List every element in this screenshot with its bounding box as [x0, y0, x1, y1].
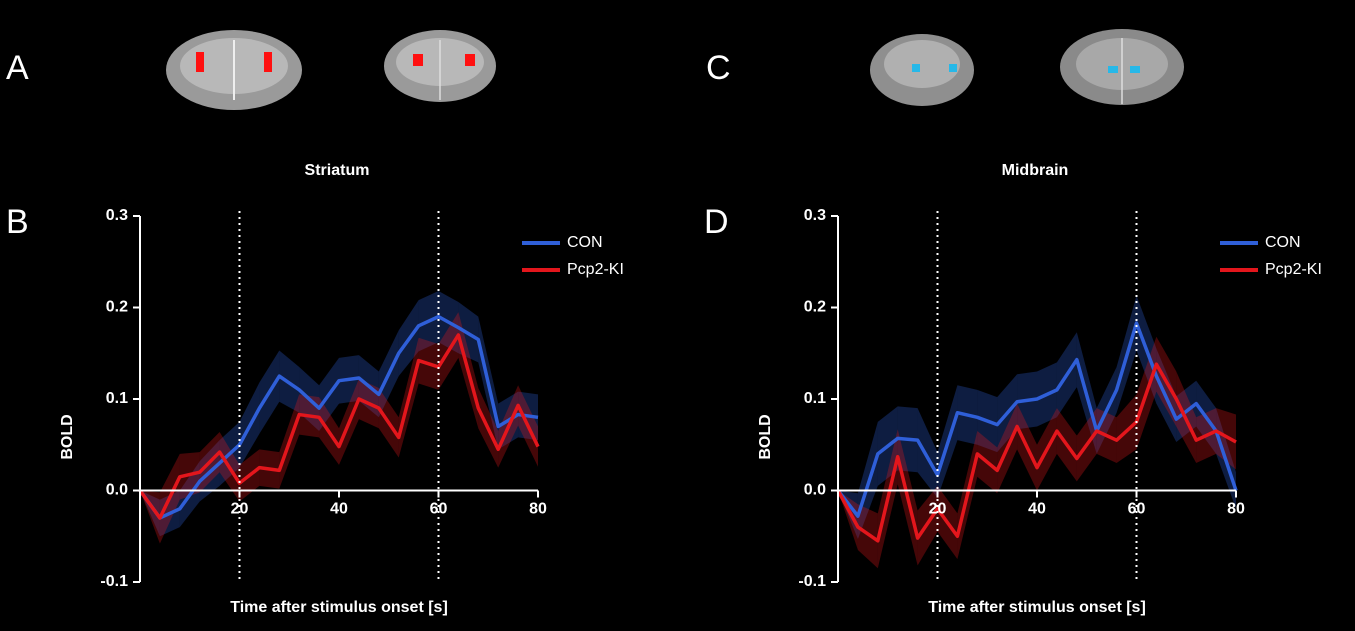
y-tick-label: 0.2	[106, 299, 128, 316]
y-axis-label: BOLD	[59, 414, 76, 459]
figure: A C B Striatum BOLD Time after stimulus ons…	[0, 0, 1355, 631]
legend-label: Pcp2-KI	[1265, 261, 1322, 278]
x-tick-label: 60	[1128, 501, 1146, 518]
brain-slice	[384, 30, 496, 102]
brain-slice	[166, 30, 302, 110]
y-tick-label: 0.1	[106, 390, 128, 407]
y-tick-label: -0.1	[798, 573, 826, 590]
y-tick-label: -0.1	[100, 573, 128, 590]
chart-title: Striatum	[305, 162, 370, 179]
error-band	[918, 408, 938, 498]
error-band	[858, 504, 878, 568]
y-tick-label: 0.3	[804, 207, 826, 224]
x-tick-label: 20	[929, 501, 947, 518]
legend-label: CON	[567, 234, 603, 251]
x-tick-label: 80	[529, 501, 547, 518]
y-tick-label: 0.1	[804, 390, 826, 407]
panel-label: C	[706, 49, 731, 87]
x-tick-label: 20	[231, 501, 249, 518]
x-axis-label: Time after stimulus onset [s]	[230, 599, 448, 616]
chart-title: Midbrain	[1002, 162, 1069, 179]
error-band	[140, 491, 160, 544]
x-tick-label: 40	[1028, 501, 1046, 518]
legend-label: CON	[1265, 234, 1301, 251]
x-tick-label: 80	[1227, 501, 1245, 518]
x-tick-label: 60	[430, 501, 448, 518]
y-tick-label: 0.0	[106, 482, 128, 499]
panel-label: D	[704, 203, 729, 241]
y-tick-label: 0.3	[106, 207, 128, 224]
brain-slice	[870, 34, 974, 106]
x-tick-label: 40	[330, 501, 348, 518]
panel-label: B	[6, 203, 29, 241]
page: {"images": [{"panel": "A"}, {"panel": "C…	[0, 0, 1355, 631]
y-tick-label: 0.2	[804, 299, 826, 316]
y-axis-label: BOLD	[757, 414, 774, 459]
legend-label: Pcp2-KI	[567, 261, 624, 278]
x-axis-label: Time after stimulus onset [s]	[928, 599, 1146, 616]
panel-label: A	[6, 49, 29, 87]
brain-slice	[1060, 29, 1184, 105]
y-tick-label: 0.0	[804, 482, 826, 499]
